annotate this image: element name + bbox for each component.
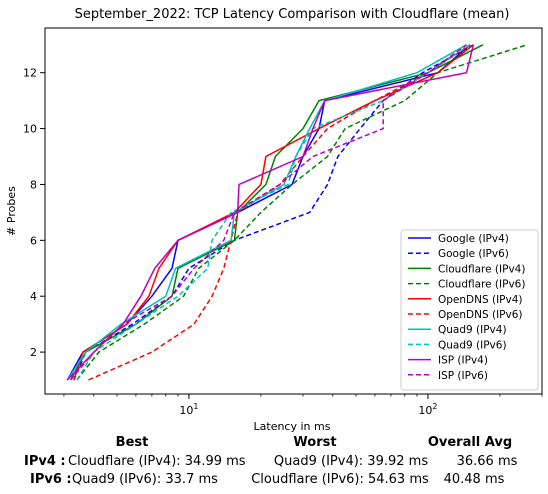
legend-label: Cloudflare (IPv4) [438, 263, 525, 275]
y-tick-label: 12 [23, 67, 37, 80]
legend-label: OpenDNS (IPv4) [438, 294, 523, 306]
plot-area [44, 27, 543, 395]
legend-label: Quad9 (IPv4) [438, 324, 507, 336]
row-label-ipv6: IPv6 : [30, 472, 72, 487]
y-tick-label: 8 [30, 178, 37, 191]
chart-title: September_2022: TCP Latency Comparison w… [75, 7, 510, 22]
y-tick-label: 6 [30, 234, 37, 247]
row-label-ipv4: IPv4 : [24, 454, 66, 469]
y-axis-label: # Probes [5, 186, 18, 236]
series-line-quad9-ipv6 [76, 44, 471, 381]
legend: Google (IPv4) Google (IPv6) Cloudflare (IP… [400, 229, 539, 391]
x-axis-label: Latency in ms [254, 420, 331, 432]
x-tick-label: 102 [418, 402, 437, 417]
best-header: Best [115, 435, 149, 450]
worst-ipv6: Cloudflare (IPv6): 54.63 ms [251, 472, 429, 487]
best-ipv6: Quad9 (IPv6): 33.7 ms [72, 472, 218, 487]
legend-label: Google (IPv6) [438, 248, 509, 260]
avg-header: Overall Avg [427, 435, 513, 450]
legend-box [400, 229, 539, 391]
legend-label: OpenDNS (IPv6) [438, 309, 523, 321]
series-line-google-ipv6 [73, 44, 474, 381]
avg-ipv4: 36.66 ms [456, 454, 518, 469]
series-line-cloudflare-ipv6 [76, 44, 528, 381]
latency-chart: September_2022: TCP Latency Comparison w… [5, 7, 543, 432]
series-line-isp-ipv6 [70, 44, 467, 381]
legend-label: ISP (IPv4) [438, 355, 488, 367]
series-layer [66, 44, 528, 381]
x-tick-label: 101 [179, 402, 198, 417]
y-tick-label: 10 [23, 123, 37, 136]
legend-label: ISP (IPv6) [438, 370, 488, 382]
axis-layer: 101 102 2 4 6 8 10 12 [23, 67, 543, 417]
legend-label: Cloudflare (IPv6) [438, 279, 525, 291]
y-tick-label: 4 [30, 290, 37, 303]
y-tick-label: 2 [30, 346, 37, 359]
worst-ipv4: Quad9 (IPv4): 39.92 ms [273, 454, 429, 469]
worst-header: Worst [293, 435, 337, 450]
legend-label: Quad9 (IPv6) [438, 339, 507, 351]
legend-label: Google (IPv4) [438, 233, 509, 245]
summary-table: Best Worst Overall Avg IPv4 : Cloudflare… [0, 432, 548, 492]
best-ipv4: Cloudflare (IPv4): 34.99 ms [68, 454, 246, 469]
avg-ipv6: 40.48 ms [443, 472, 505, 487]
